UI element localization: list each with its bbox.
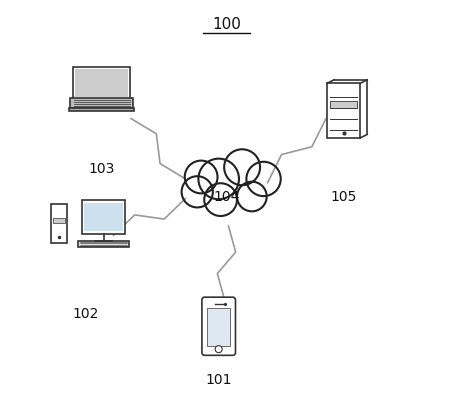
Circle shape [204, 183, 237, 216]
FancyBboxPatch shape [51, 204, 67, 243]
Circle shape [215, 346, 222, 353]
Text: 104: 104 [213, 189, 240, 204]
Text: 105: 105 [330, 189, 357, 204]
Text: 102: 102 [73, 307, 99, 321]
FancyBboxPatch shape [82, 200, 125, 233]
FancyBboxPatch shape [73, 67, 130, 99]
FancyBboxPatch shape [75, 69, 128, 97]
FancyBboxPatch shape [53, 218, 65, 223]
Text: 100: 100 [212, 17, 241, 32]
Circle shape [237, 182, 267, 211]
FancyBboxPatch shape [330, 101, 357, 108]
Circle shape [182, 176, 213, 208]
Circle shape [246, 162, 281, 196]
FancyBboxPatch shape [78, 241, 129, 247]
Circle shape [224, 149, 260, 185]
FancyBboxPatch shape [70, 98, 133, 108]
FancyBboxPatch shape [202, 297, 236, 355]
Circle shape [198, 159, 239, 199]
Text: 103: 103 [88, 162, 115, 176]
FancyBboxPatch shape [207, 309, 230, 346]
FancyBboxPatch shape [69, 108, 135, 111]
FancyBboxPatch shape [84, 203, 123, 231]
FancyBboxPatch shape [327, 83, 360, 138]
Text: 101: 101 [206, 373, 232, 387]
Circle shape [185, 161, 217, 193]
